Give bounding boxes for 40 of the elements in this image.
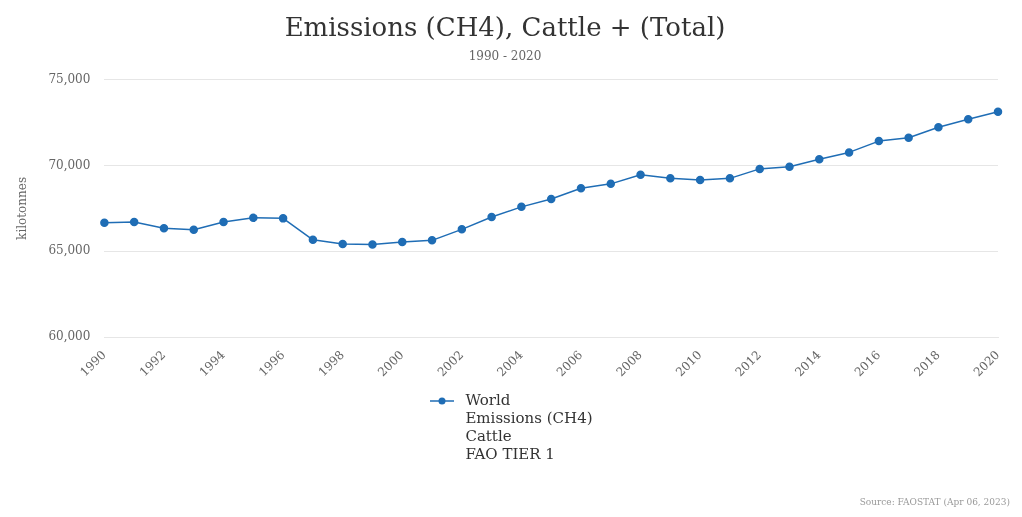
point: [219, 217, 228, 227]
point: [129, 217, 139, 227]
point: [249, 213, 258, 223]
source-note: Source: FAOSTAT (Apr 06, 2023): [859, 497, 1010, 507]
point: [785, 162, 794, 171]
point: [189, 225, 198, 234]
point: [398, 237, 407, 247]
point: [636, 170, 645, 179]
chart-subtitle: 1990 - 2020: [468, 48, 542, 63]
point: [427, 236, 437, 245]
point: [487, 212, 496, 222]
point: [666, 174, 675, 183]
point: [904, 133, 913, 143]
point: [725, 174, 735, 183]
point: [100, 218, 109, 228]
point: [844, 148, 854, 157]
point: [457, 225, 467, 234]
point: [159, 224, 169, 233]
point: [815, 155, 824, 164]
y-tick-label: 65,000: [48, 243, 91, 258]
point: [606, 179, 616, 189]
point: [278, 214, 288, 223]
point: [963, 115, 973, 124]
point: [368, 240, 377, 249]
point: [517, 202, 526, 212]
chart-title: Emissions (CH4), Cattle + (Total): [284, 12, 726, 43]
point: [338, 239, 347, 249]
point: [576, 184, 586, 193]
y-tick-label: 60,000: [48, 329, 91, 344]
legend-label: World Emissions (CH4) Cattle FAO TIER 1: [465, 391, 593, 463]
point: [755, 164, 764, 174]
point: [934, 122, 943, 132]
y-tick-label: 75,000: [48, 71, 91, 86]
y-tick-label: 70,000: [48, 157, 91, 172]
point: [695, 175, 705, 185]
point: [993, 107, 1003, 116]
point: [546, 194, 556, 204]
point: [308, 235, 318, 245]
y-axis-title: kilotonnes: [15, 176, 30, 240]
point: [874, 136, 884, 146]
